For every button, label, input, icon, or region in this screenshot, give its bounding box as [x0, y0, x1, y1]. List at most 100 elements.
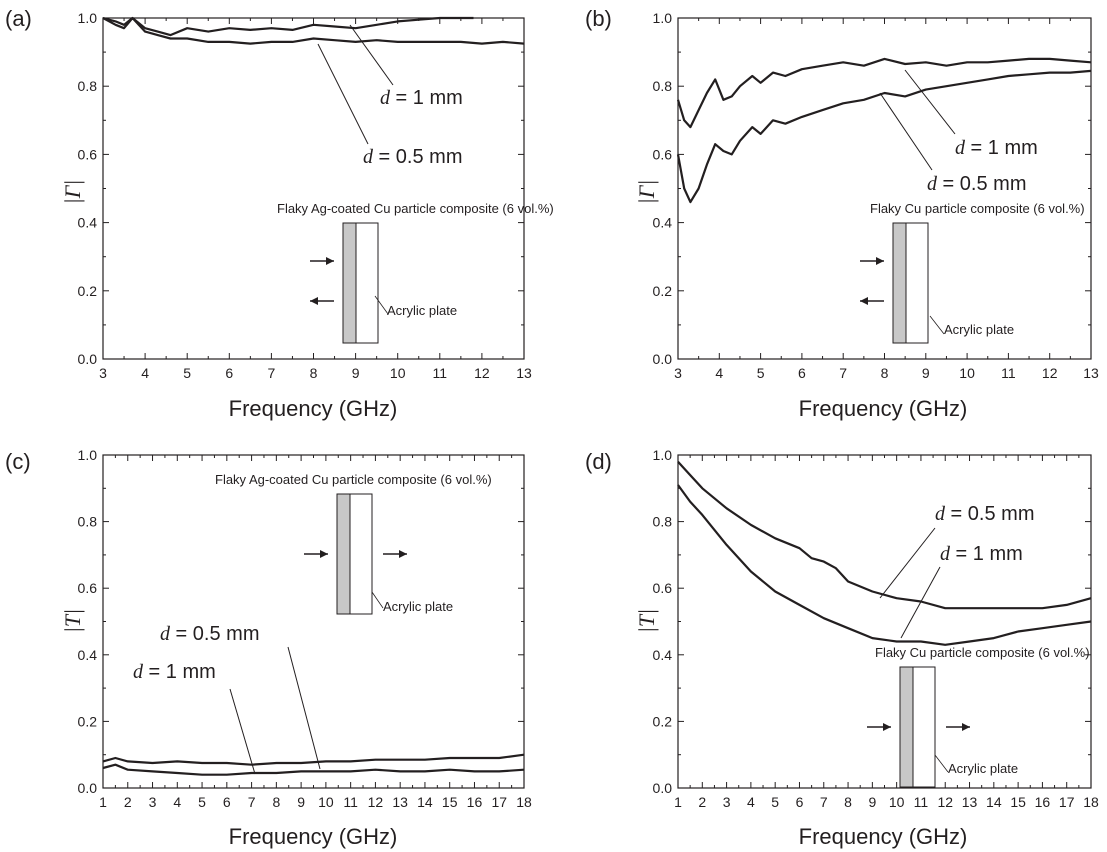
x-tick-label: 10: [390, 365, 406, 381]
series-annotation: d = 1 mm: [940, 543, 1023, 565]
x-tick-label: 8: [881, 365, 889, 381]
composite-layer: [899, 666, 914, 788]
y-tick-label: 1.0: [653, 10, 673, 26]
y-tick-label: 0.4: [653, 647, 673, 663]
x-tick-label: 15: [1010, 794, 1026, 810]
x-tick-label: 3: [149, 794, 157, 810]
variable-d: d: [935, 503, 946, 525]
x-tick-label: 11: [343, 794, 358, 810]
x-tick-label: 11: [914, 794, 929, 810]
inset-schematic: Flaky Cu particle composite (6 vol.%) Acr…: [860, 201, 1085, 344]
x-tick-label: 17: [491, 794, 507, 810]
y-tick-label: 0.2: [653, 283, 673, 299]
y-tick-label: 0.2: [653, 713, 673, 729]
x-tick-label: 16: [467, 794, 483, 810]
y-axis-title: |T|: [60, 609, 85, 633]
chart-panel-2: (c)1 2 3 4 5 6 7 8 9 10 11 12 13 14 15 16 17 180.00.20.40…: [5, 447, 532, 849]
series-line-1: [102, 16, 525, 45]
x-tick-label: 18: [516, 794, 532, 810]
incident-arrow-head: [883, 723, 891, 731]
plate-label: Acrylic plate: [387, 303, 457, 318]
y-tick-label: 0.0: [653, 780, 673, 796]
acrylic-layer: [349, 493, 373, 615]
x-tick-label: 14: [986, 794, 1002, 810]
inset-title: Flaky Ag-coated Cu particle composite (6…: [277, 201, 554, 216]
leader-line: [229, 688, 256, 775]
series-line-1: [676, 69, 1092, 204]
x-tick-label: 12: [1042, 365, 1058, 381]
x-tick-label: 3: [723, 794, 731, 810]
x-tick-label: 7: [820, 794, 828, 810]
x-tick-label: 11: [433, 365, 448, 381]
x-tick-label: 5: [183, 365, 191, 381]
x-tick-label: 15: [442, 794, 458, 810]
series-line-0: [676, 57, 1092, 129]
annotation-value: = 0.5 mm: [170, 623, 259, 645]
x-tick-label: 12: [474, 365, 490, 381]
incident-arrow-head: [326, 257, 334, 265]
x-axis-title: Frequency (GHz): [229, 396, 398, 421]
y-tick-label: 0.4: [78, 215, 98, 231]
series-line-1: [677, 484, 1092, 646]
y-tick-label: 0.6: [78, 146, 98, 162]
leader-line: [317, 43, 369, 145]
x-tick-label: 1: [99, 794, 107, 810]
chart-panel-3: (d)1 2 3 4 5 6 7 8 9 10 11 12 13 14 15 16 17 180.00.20.40…: [585, 447, 1099, 849]
x-tick-label: 8: [310, 365, 318, 381]
annotation-value: = 0.5 mm: [945, 503, 1034, 525]
composite-layer: [336, 493, 351, 615]
leader-line: [287, 646, 321, 770]
plate-label: Acrylic plate: [944, 322, 1014, 337]
y-tick-label: 1.0: [653, 447, 673, 463]
y-axis-title: |T|: [634, 609, 659, 633]
annotation-value: = 1 mm: [950, 543, 1023, 565]
y-tick-label: 0.0: [653, 351, 673, 367]
x-axis-title: Frequency (GHz): [799, 824, 968, 849]
x-tick-label: 1: [674, 794, 682, 810]
x-tick-label: 12: [937, 794, 953, 810]
y-tick-label: 0.0: [78, 351, 98, 367]
incident-arrow-head: [876, 257, 884, 265]
x-tick-label: 7: [248, 794, 256, 810]
leader-line: [879, 527, 936, 599]
variable-d: d: [133, 661, 144, 683]
variable-d: d: [940, 543, 951, 565]
y-tick-label: 0.2: [78, 283, 98, 299]
x-tick-label: 13: [962, 794, 978, 810]
x-tick-label: 10: [889, 794, 905, 810]
acrylic-layer: [912, 666, 936, 788]
plate-pointer: [929, 315, 945, 335]
series-annotation: d = 1 mm: [133, 661, 216, 683]
leader-line: [904, 69, 956, 135]
series-line-0: [102, 753, 525, 766]
series-annotation: d = 0.5 mm: [935, 503, 1034, 525]
y-tick-label: 0.4: [78, 647, 98, 663]
series-line-0: [102, 16, 474, 37]
x-tick-label: 10: [318, 794, 334, 810]
x-tick-label: 2: [124, 794, 132, 810]
x-axis-title: Frequency (GHz): [799, 396, 968, 421]
x-tick-label: 18: [1083, 794, 1099, 810]
inset-schematic: Flaky Ag-coated Cu particle composite (6…: [277, 201, 554, 344]
x-tick-label: 3: [674, 365, 682, 381]
y-tick-label: 0.6: [78, 580, 98, 596]
variable-d: d: [380, 87, 391, 109]
x-tick-label: 2: [698, 794, 706, 810]
y-tick-label: 0.8: [653, 78, 673, 94]
annotation-value: = 1 mm: [143, 661, 216, 683]
y-tick-label: 0.8: [78, 514, 98, 530]
x-tick-label: 6: [225, 365, 233, 381]
x-tick-label: 10: [959, 365, 975, 381]
y-tick-label: 0.0: [78, 780, 98, 796]
annotation-value: = 1 mm: [390, 87, 463, 109]
plot-frame: [677, 17, 1092, 360]
inset-schematic: Flaky Cu particle composite (6 vol.%) Acr…: [867, 645, 1090, 788]
x-tick-label: 13: [516, 365, 532, 381]
reflected-arrow-head: [860, 297, 868, 305]
leader-line: [349, 24, 394, 86]
leader-line: [879, 92, 933, 171]
plate-pointer: [934, 754, 949, 773]
panel-letter: (c): [5, 449, 31, 474]
series-line-0: [677, 460, 1092, 610]
